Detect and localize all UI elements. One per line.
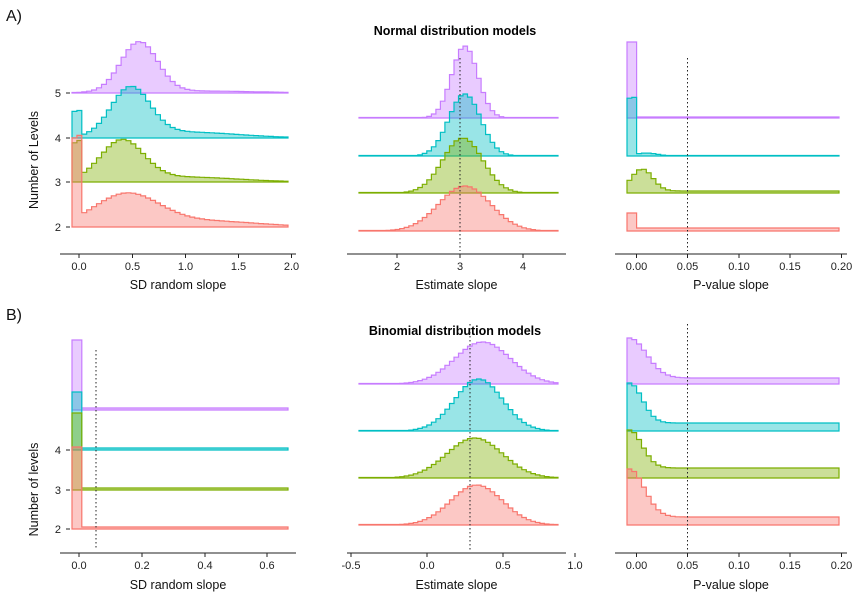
x-tick-label: 0.00 [626,261,647,273]
x-axis-label: Estimate slope [416,278,498,292]
ridge-3-levels [71,138,289,183]
y-axis-label: Number of Levels [27,111,41,209]
x-tick-label: 0.10 [728,560,749,572]
ridge-4-levels [358,93,559,157]
ridge-3-levels [71,412,289,491]
ridge-4-levels [626,96,840,157]
x-tick-label: 0.20 [831,261,852,273]
ridge-2-levels [358,185,559,232]
chart-panel-6: 0.00 0.05 0.10 0.15 0.20 P-value slope [615,324,852,592]
x-tick-label: 0.20 [831,560,852,572]
x-tick-label: 0.0 [419,560,434,572]
x-tick-label: 0.15 [779,261,800,273]
x-tick-label: 0.15 [779,560,800,572]
y-tick-label: 3 [55,177,61,189]
y-tick-label: 2 [55,222,61,234]
ridge-3-levels [358,437,559,479]
panel-label-b: B) [6,307,22,324]
y-tick-label: 3 [55,485,61,497]
y-tick-label: 2 [55,524,61,536]
ridge-5-levels [626,337,840,385]
chart-panel-2: 2 3 4 Estimate slope [347,45,566,292]
x-tick-label: 0.5 [495,560,510,572]
ridge-5-levels [358,341,559,385]
x-tick-label: 2 [394,261,400,273]
y-axis-label: Number of levels [27,443,41,537]
ridge-3-levels [358,137,559,194]
x-axis-label: SD random slope [130,578,227,592]
x-axis-label: P-value slope [693,578,769,592]
ridge-2-levels [358,484,559,526]
chart-panel-1: 0.0 0.5 1.0 1.5 2.0 SD random slope 5 4 3 2 Number… [27,41,299,292]
x-tick-label: 0.10 [728,261,749,273]
ridge-4-levels [71,391,289,451]
x-tick-label: 0.6 [259,560,274,572]
title-normal: Normal distribution models [374,24,537,38]
x-tick-label: 1.0 [178,261,193,273]
ridge-3-levels [626,168,840,194]
ridge-5-levels [71,339,289,411]
x-tick-label: 0.0 [71,261,86,273]
x-tick-label: -0.5 [342,560,361,572]
x-axis-label: P-value slope [693,278,769,292]
ridge-2-levels [626,212,840,232]
ridge-4-levels [71,85,289,139]
x-tick-label: 0.05 [677,560,698,572]
x-tick-label: 4 [520,261,526,273]
panel-label-a: A) [6,8,22,25]
title-binomial: Binomial distribution models [369,324,541,338]
x-tick-label: 1.0 [567,560,582,572]
x-axis-label: SD random slope [130,278,227,292]
chart-panel-4: 0.0 0.2 0.4 0.6 SD random slope 4 3 2 Number of … [27,339,296,592]
x-tick-label: 3 [457,261,463,273]
x-tick-label: 0.0 [71,560,86,572]
ridge-3-levels [626,429,840,479]
chart-panel-3: 0.00 0.05 0.10 0.15 0.20 P-value slope [615,41,852,292]
ridge-5-levels [358,45,559,119]
x-tick-label: 0.00 [626,560,647,572]
x-axis-label: Estimate slope [416,578,498,592]
x-tick-label: 1.5 [231,261,246,273]
x-tick-label: 0.2 [134,560,149,572]
chart-panel-5: -0.5 0.0 0.5 1.0 Estimate slope [342,324,583,592]
ridge-2-levels [626,468,840,526]
x-tick-label: 0.05 [677,261,698,273]
y-tick-label: 4 [55,445,61,457]
ridge-5-levels [626,41,840,119]
x-tick-label: 2.0 [284,261,299,273]
x-tick-label: 0.5 [125,261,140,273]
ridge-4-levels [626,382,840,432]
y-tick-label: 4 [55,133,61,145]
y-tick-label: 5 [55,88,61,100]
ridge-2-levels [71,134,289,228]
ridge-4-levels [358,378,559,432]
ridge-5-levels [71,41,289,94]
ridge-2-levels [71,446,289,530]
x-tick-label: 0.4 [197,560,212,572]
